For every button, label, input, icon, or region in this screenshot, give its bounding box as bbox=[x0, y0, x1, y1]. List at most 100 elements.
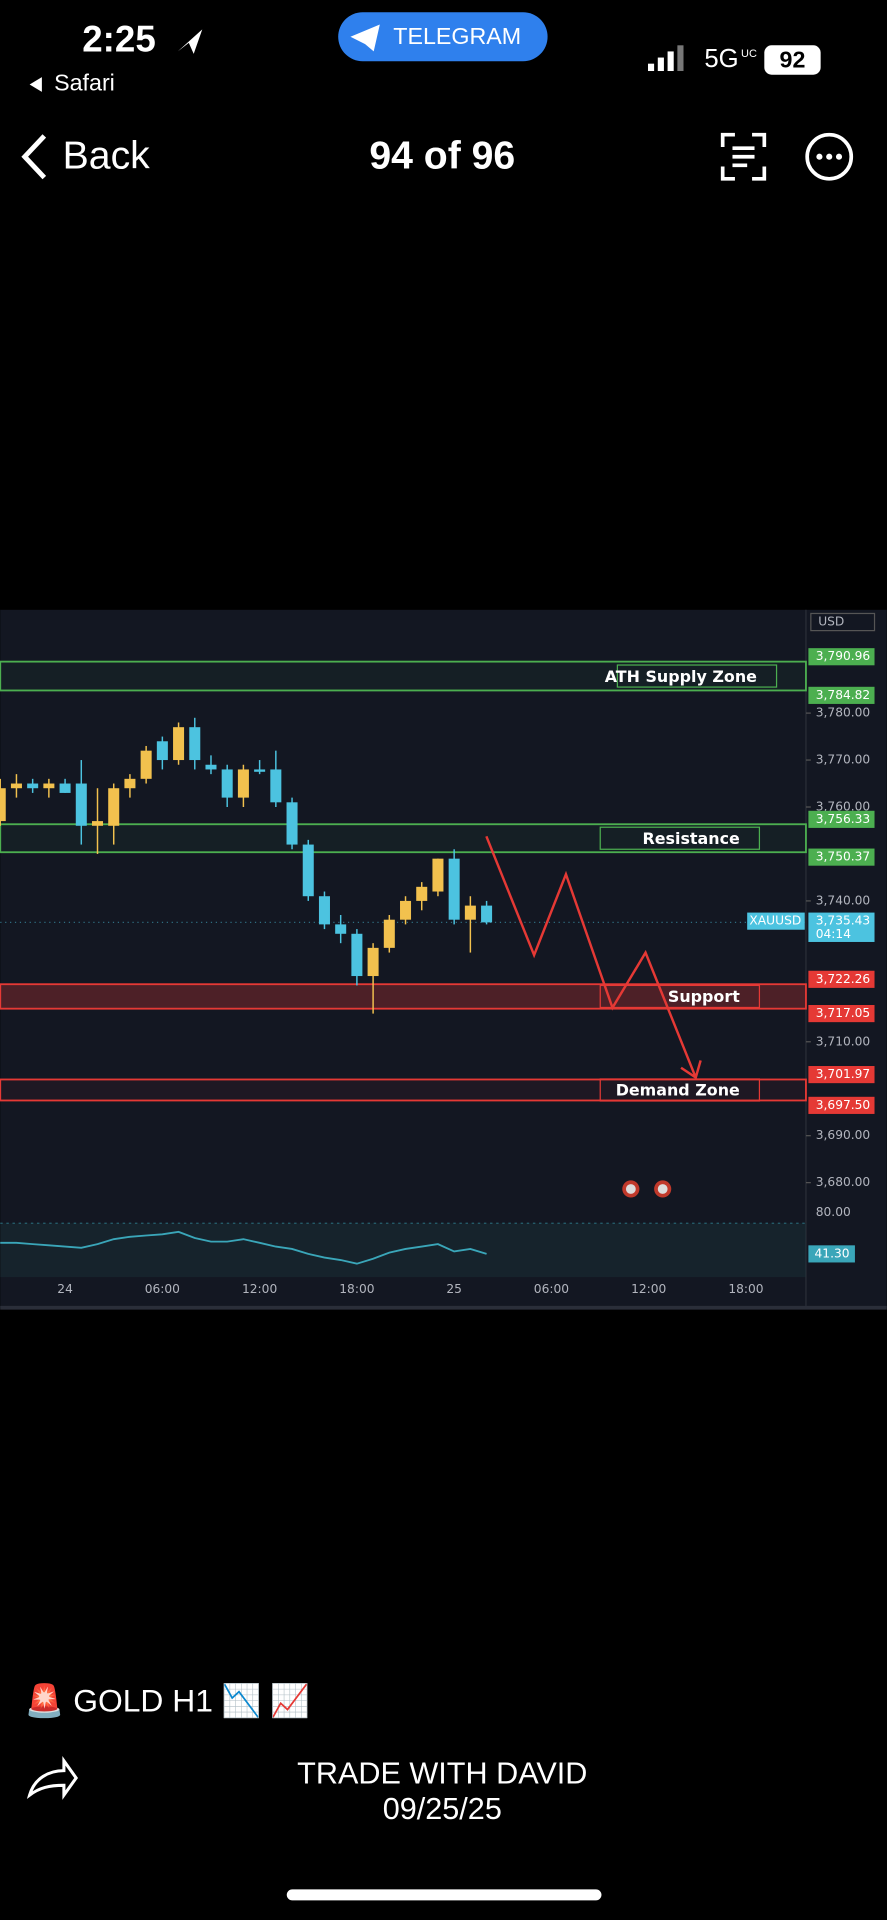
rsi-last-badge bbox=[808, 1245, 855, 1263]
x-tick-label: 25 bbox=[446, 1282, 462, 1296]
last-price-countdown: 04:14 bbox=[816, 927, 851, 941]
back-app[interactable]: Safari bbox=[54, 70, 115, 96]
candle-body bbox=[43, 783, 55, 789]
x-tick-label: 12:00 bbox=[631, 1282, 666, 1296]
candle-body bbox=[91, 821, 104, 826]
candle-body bbox=[173, 727, 185, 761]
zone bbox=[0, 983, 807, 1010]
price-badge-label: 3,717.05 bbox=[816, 1006, 870, 1020]
last-price-label: 3,735.43 bbox=[816, 914, 870, 928]
price-badge bbox=[808, 848, 875, 866]
rsi-tick-label: 80.00 bbox=[816, 1205, 851, 1219]
projection-arrow bbox=[485, 835, 702, 1080]
rsi-line bbox=[0, 1230, 487, 1265]
y-tick-label: 3,760.00 bbox=[816, 800, 870, 814]
candle-body bbox=[221, 769, 233, 798]
caption-date: 09/25/25 bbox=[383, 1792, 502, 1826]
price-badge bbox=[808, 970, 875, 988]
page-counter: 94 of 96 bbox=[369, 134, 515, 177]
price-badge-label: 3,750.37 bbox=[816, 850, 870, 864]
zone-label: ATH Supply Zone bbox=[605, 667, 757, 686]
zone bbox=[0, 1078, 807, 1102]
price-badge-label: 3,697.50 bbox=[816, 1098, 870, 1112]
battery-level: 92 bbox=[780, 46, 806, 72]
candle-body bbox=[448, 858, 460, 920]
back-app-icon bbox=[29, 77, 42, 92]
more-button[interactable] bbox=[805, 132, 854, 181]
network-sub: UC bbox=[741, 48, 757, 60]
currency: USD bbox=[818, 615, 844, 629]
x-tick-label: 06:00 bbox=[145, 1282, 180, 1296]
price-badge-label: 3,756.33 bbox=[816, 812, 870, 826]
y-tick-label: 3,680.00 bbox=[816, 1175, 870, 1189]
network: 5G bbox=[704, 45, 738, 73]
candle-body bbox=[302, 844, 314, 897]
price-badge bbox=[808, 1066, 875, 1084]
symbol-badge bbox=[747, 912, 805, 930]
candle-body bbox=[464, 905, 476, 920]
candle-body bbox=[108, 788, 120, 826]
candle-body bbox=[189, 727, 201, 761]
zone-label: Resistance bbox=[643, 829, 741, 848]
candle-body bbox=[254, 769, 266, 772]
battery bbox=[764, 45, 821, 75]
back-chevron[interactable] bbox=[21, 134, 47, 180]
telegram-icon bbox=[350, 24, 380, 52]
candle-body bbox=[335, 924, 347, 934]
candle-body bbox=[318, 896, 330, 925]
price-badge bbox=[808, 1096, 875, 1114]
currency-box bbox=[810, 612, 876, 632]
chart-background bbox=[0, 609, 887, 1308]
zone bbox=[0, 660, 807, 692]
candle-body bbox=[27, 783, 39, 789]
candle-body bbox=[124, 778, 136, 789]
candle-body bbox=[75, 783, 87, 826]
price-badge bbox=[808, 686, 875, 704]
price-badge-label: 3,784.82 bbox=[816, 688, 870, 702]
last-price-badge bbox=[808, 912, 875, 942]
zone bbox=[0, 823, 807, 854]
zone-label-box bbox=[616, 664, 778, 688]
y-tick-label: 3,710.00 bbox=[816, 1034, 870, 1048]
price-badge-label: 3,790.96 bbox=[816, 649, 871, 663]
share-button[interactable] bbox=[26, 1756, 79, 1800]
x-tick-label: 12:00 bbox=[242, 1282, 277, 1296]
x-tick-label: 06:00 bbox=[534, 1282, 569, 1296]
zone-label: Demand Zone bbox=[616, 1081, 740, 1100]
zone-label-box bbox=[599, 984, 761, 1009]
x-tick-label: 18:00 bbox=[728, 1282, 763, 1296]
candle-body bbox=[140, 750, 152, 779]
rsi-last-label: 41.30 bbox=[815, 1246, 850, 1260]
y-tick-label: 3,690.00 bbox=[816, 1128, 870, 1142]
candle-body bbox=[237, 769, 249, 798]
candle-body bbox=[351, 933, 363, 977]
back-button[interactable]: Back bbox=[63, 134, 150, 177]
price-badge bbox=[808, 810, 875, 828]
more-dots bbox=[816, 153, 843, 160]
candle-body bbox=[59, 783, 71, 793]
telegram-banner[interactable] bbox=[338, 12, 548, 62]
caption-author: TRADE WITH DAVID bbox=[297, 1757, 587, 1791]
price-badge-label: 3,701.97 bbox=[816, 1067, 870, 1081]
candle-body bbox=[481, 905, 493, 923]
candle-body bbox=[383, 919, 395, 948]
candle-body bbox=[367, 947, 379, 977]
scan-button[interactable] bbox=[720, 132, 767, 181]
candle-body bbox=[270, 769, 282, 803]
price-badge bbox=[808, 648, 875, 666]
candle-body bbox=[156, 741, 168, 761]
home-indicator bbox=[286, 1889, 602, 1901]
x-tick-label: 18:00 bbox=[339, 1282, 374, 1296]
symbol-label: XAUUSD bbox=[749, 914, 801, 928]
x-tick-label: 24 bbox=[57, 1282, 73, 1296]
y-tick-label: 3,780.00 bbox=[816, 706, 870, 720]
price-badge bbox=[808, 1005, 875, 1023]
candle-body bbox=[416, 886, 428, 901]
clock: 2:25 bbox=[82, 18, 156, 59]
candle-body bbox=[286, 802, 298, 845]
signal-icon bbox=[647, 45, 684, 72]
event-icons bbox=[622, 1180, 672, 1198]
candle-body bbox=[10, 783, 22, 789]
